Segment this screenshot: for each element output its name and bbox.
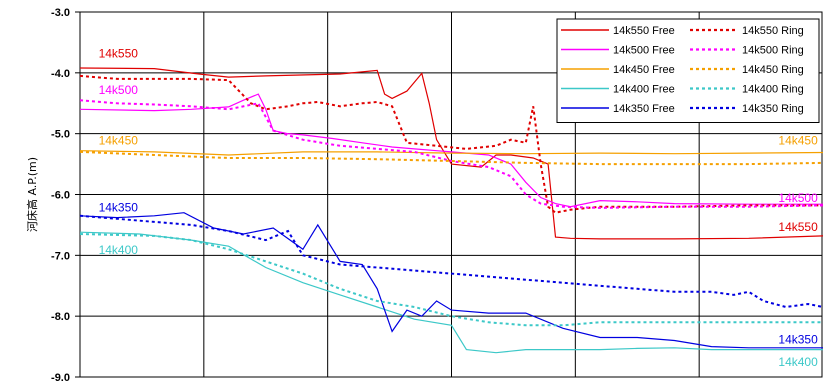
series-line (79, 150, 823, 166)
legend-entry: 14k450 Free (613, 64, 675, 76)
series-annotation: 14k400 (778, 355, 818, 369)
y-tick-label: -5.0 (51, 129, 70, 141)
y-tick-label: -6.0 (51, 190, 70, 202)
series-line (79, 99, 823, 209)
series-line (79, 74, 823, 214)
y-tick-label: -8.0 (51, 311, 70, 323)
legend-entry: 14k500 Free (613, 45, 675, 57)
series-line (79, 93, 823, 208)
series-annotation: 14k450 (99, 134, 139, 148)
y-tick-label: -7.0 (51, 250, 70, 262)
y-tick-label: -4.0 (51, 68, 70, 80)
legend-entry: 14k550 Free (613, 25, 675, 37)
legend-entry: 14k550 Ring (742, 25, 804, 37)
legend-entry: 14k350 Free (613, 103, 675, 115)
series-annotation: 14k350 (778, 333, 818, 347)
legend-entry: 14k400 Ring (742, 84, 804, 96)
series-line (79, 67, 823, 240)
y-tick-label: -3.0 (51, 7, 70, 19)
legend-entry: 14k450 Ring (742, 64, 804, 76)
y-axis-title: 河床高 A.P.(m) (25, 157, 39, 232)
series-line (79, 214, 823, 309)
series-annotation: 14k550 (778, 220, 818, 234)
legend-entry: 14k350 Ring (742, 103, 804, 115)
series-annotation: 14k350 (99, 201, 139, 215)
series-line (79, 150, 823, 156)
series-annotation: 14k550 (99, 47, 139, 61)
series-annotation: 14k450 (778, 134, 818, 148)
series-annotation: 14k500 (778, 191, 818, 205)
series-annotation: 14k400 (99, 243, 139, 257)
legend-box (556, 18, 820, 123)
legend-entry: 14k400 Free (613, 84, 675, 96)
series-annotation: 14k500 (99, 83, 139, 97)
legend-entry: 14k500 Ring (742, 45, 804, 57)
y-tick-label: -9.0 (51, 372, 70, 383)
series-line (79, 231, 823, 354)
